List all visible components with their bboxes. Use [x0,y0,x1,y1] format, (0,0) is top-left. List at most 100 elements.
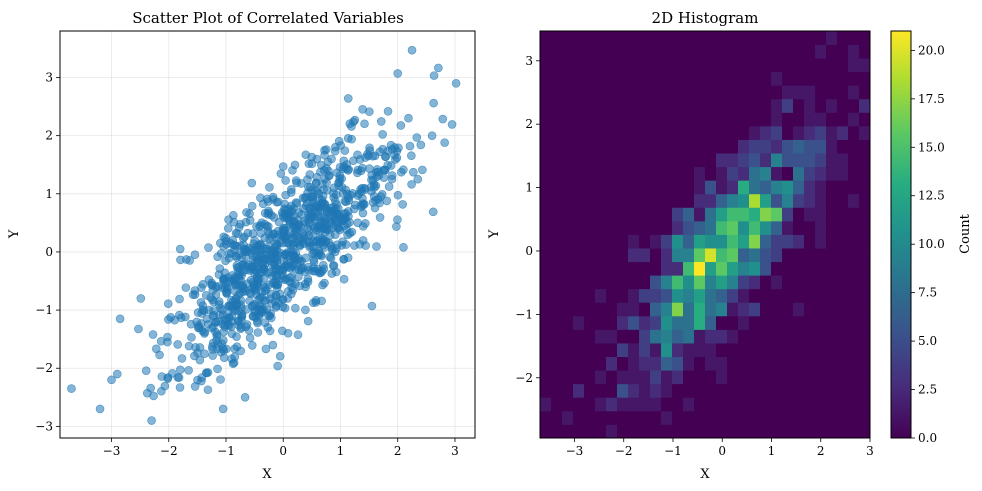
scatter-point [279,223,288,233]
hist-cell [540,383,552,398]
scatter-point [255,293,265,302]
hist-cell [672,220,684,235]
hist-cell [738,139,750,154]
hist-cell [606,261,618,276]
hist-cell [848,85,860,100]
hist-cell [760,58,772,73]
scatter-point [429,71,439,80]
hist-cell [584,261,596,276]
hist-cell [705,153,717,168]
hist-cell [837,58,849,73]
hist-cell [793,44,805,59]
hist-cell [859,166,871,181]
scatter-point [339,162,349,171]
hist-cell [826,180,838,195]
scatter-point [198,279,208,289]
scatter-point [175,383,185,392]
scatter-point [416,140,426,150]
hist-cell [815,356,827,371]
hist-cell [815,31,827,45]
hist-cell [727,180,739,195]
hist-cell [639,98,651,113]
hist-cell [716,261,728,276]
scatter-point [177,354,187,363]
hist-cell [793,220,805,235]
hist-cell [749,329,761,344]
hist-cell [617,85,629,100]
hist-x-label: X [700,467,710,482]
scatter-point [367,301,377,311]
hist-cell [661,112,673,127]
scatter-point [134,324,143,334]
hist-cell [749,220,761,235]
hist-cell [617,424,629,439]
hist-cell [650,180,662,195]
hist-cell [606,71,618,86]
hist-cell [826,31,838,45]
scatter-point [350,115,360,125]
hist-cell [859,58,871,73]
hist-cell [562,44,574,59]
hist-cell [771,98,783,113]
scatter-point [259,273,269,283]
hist-cell [782,112,794,127]
hist-cell [793,193,805,208]
scatter-point [309,257,319,267]
hist-cell [661,58,673,73]
scatter-point [360,119,369,129]
hist-cell [694,112,706,127]
hist-cell [793,275,805,290]
hist-cell [782,180,794,195]
hist-cell [705,234,717,249]
hist-cell [617,248,629,263]
hist-cell [650,220,662,235]
hist-cell [551,288,563,303]
scatter-point [254,264,263,273]
hist-cell [617,234,629,249]
hist-cell [705,139,717,154]
scatter-point [260,208,270,218]
hist-cell [628,193,640,208]
hist-cell [727,424,739,439]
hist-cell [749,98,761,113]
hist-cell [859,44,871,59]
hist-cell [804,85,816,100]
scatter-point [319,260,328,270]
scatter-point [332,168,342,178]
hist-cell [804,125,816,140]
hist-cell [793,166,805,181]
hist-cell [826,44,838,59]
hist-cell [859,71,871,86]
hist-cell [738,383,750,398]
scatter-point [339,274,349,284]
hist-cell [749,44,761,59]
hist-cell [595,248,607,263]
hist-cell [716,329,728,344]
hist-cell [628,85,640,100]
scatter-point [112,369,122,379]
hist-cell [694,275,706,290]
scatter-point [344,193,353,203]
scatter-point [157,386,166,396]
hist-cell [628,112,640,127]
hist-cell [815,315,827,330]
hist-cell [683,220,695,235]
hist-cell [826,58,838,73]
scatter-point [241,247,250,256]
hist-cell [749,343,761,357]
scatter-point [350,241,359,250]
hist-cell [837,397,849,412]
hist-cell [540,302,552,317]
hist-cell [771,397,783,412]
hist-cell [551,58,563,73]
scatter-point [175,244,185,254]
scatter-grid [60,31,475,438]
hist-cell [716,98,728,113]
hist-cell [606,58,618,73]
hist-cell [683,302,695,317]
hist-cell [804,193,816,208]
hist-cell [683,180,695,195]
hist-cell [705,112,717,127]
hist-cell [848,234,860,249]
scatter-point [240,393,250,402]
